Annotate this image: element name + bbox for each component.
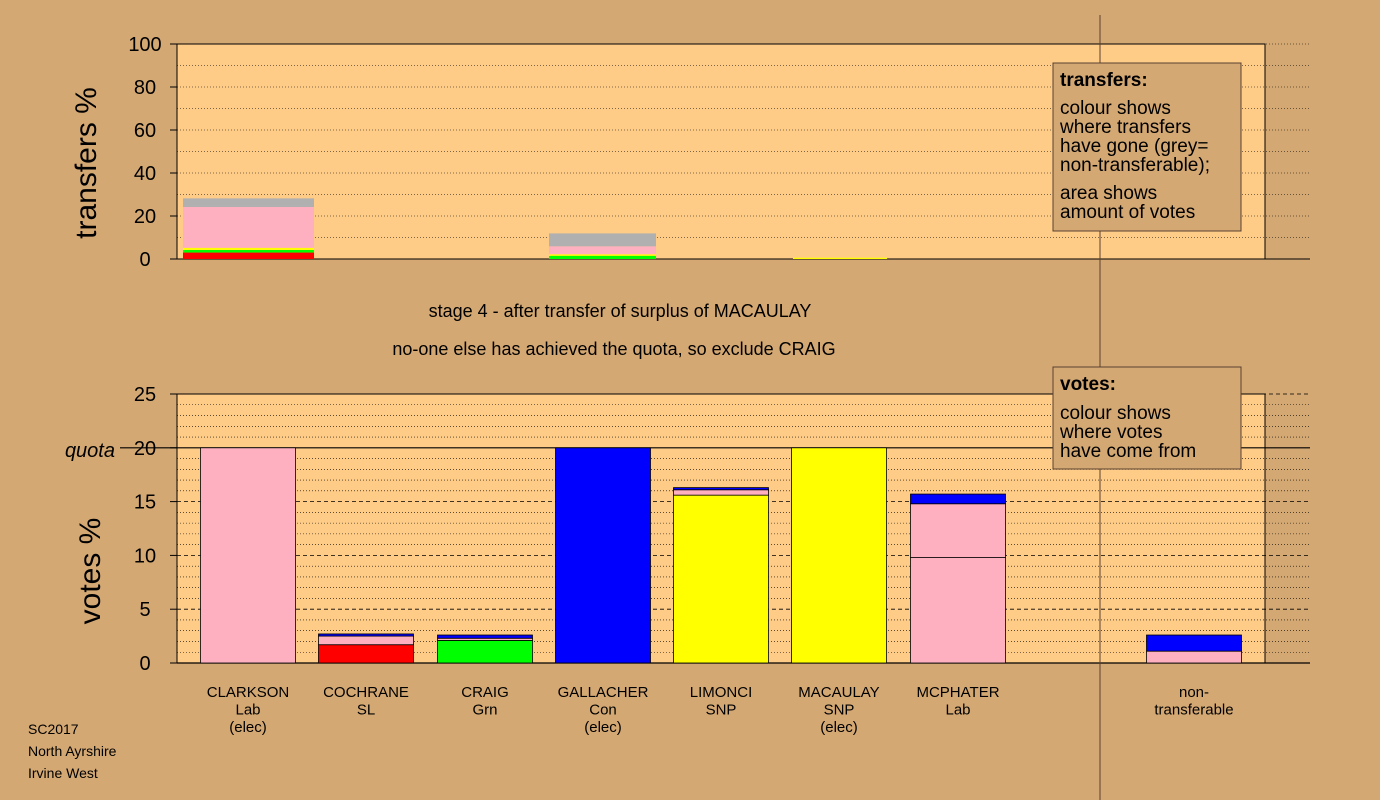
transfer-segment-clarkson — [183, 206, 314, 248]
transfers-legend: transfers: colour shows where transfers … — [1052, 62, 1242, 232]
votes-legend: votes: colour shows where votes have com… — [1052, 366, 1242, 470]
quota-label: quota — [65, 440, 115, 462]
vote-segment-gallacher — [555, 447, 651, 664]
transfers-legend-line: area shows — [1060, 183, 1157, 204]
candidate-label: non- — [1179, 684, 1209, 701]
transfers-y-tick-label: 20 — [134, 206, 156, 228]
vote-segment-cochrane — [318, 635, 414, 646]
transfers-bars — [183, 198, 887, 259]
transfer-segment-macaulay — [793, 257, 887, 259]
vote-segment-non-transferable — [1146, 634, 1242, 652]
vote-segment-craig — [437, 634, 533, 639]
transfer-segment-gallacher — [549, 246, 656, 255]
candidate-label: CLARKSON — [207, 684, 290, 701]
transfers-y-tick-label: 60 — [134, 120, 156, 142]
candidate-label: GALLACHER — [558, 684, 649, 701]
vote-segment-mcphater — [910, 503, 1006, 558]
transfers-gridlines — [177, 43, 1310, 260]
votes-legend-title: votes: — [1060, 374, 1116, 395]
vote-segment-clarkson — [200, 447, 296, 664]
candidate-label: transferable — [1154, 702, 1233, 719]
transfer-segment-gallacher — [549, 255, 656, 259]
transfers-legend-line: have gone (grey= — [1060, 136, 1208, 157]
candidate-label: (elec) — [584, 719, 622, 736]
candidate-label: (elec) — [820, 719, 858, 736]
vote-segment-cochrane — [318, 633, 414, 637]
votes-y-tick-label: 5 — [139, 599, 150, 621]
transfer-segment-gallacher — [549, 233, 656, 247]
transfers-y-axis-label: transfers % — [70, 87, 103, 239]
transfers-legend-line: amount of votes — [1060, 202, 1195, 223]
transfer-segment-clarkson — [183, 247, 314, 250]
candidate-label: MACAULAY — [798, 684, 879, 701]
votes-legend-line: where votes — [1059, 422, 1162, 443]
candidate-label: SL — [357, 702, 375, 719]
election-code: SC2017 — [28, 721, 79, 737]
votes-y-tick-label: 15 — [134, 492, 156, 514]
candidate-labels: CLARKSONLab(elec)COCHRANESLCRAIGGrnGALLA… — [207, 684, 1234, 736]
vote-segment-non-transferable — [1146, 650, 1242, 664]
transfer-segment-clarkson — [183, 198, 314, 207]
vote-segment-limonci — [673, 489, 769, 496]
transfers-legend-line: where transfers — [1059, 117, 1191, 138]
votes-legend-line: have come from — [1060, 441, 1196, 462]
candidate-label: MCPHATER — [916, 684, 999, 701]
vote-segment-macaulay — [791, 447, 887, 664]
vote-segment-mcphater — [910, 557, 1006, 664]
stage-action: no-one else has achieved the quota, so e… — [392, 339, 835, 359]
candidate-label: SNP — [824, 702, 855, 719]
candidate-label: Grn — [472, 702, 497, 719]
transfers-y-tick-label: 100 — [128, 34, 161, 56]
transfers-legend-line: colour shows — [1060, 98, 1171, 119]
votes-y-ticks: 0 5 10 15 20 25 — [134, 384, 177, 675]
council-name: North Ayrshire — [28, 743, 117, 759]
transfer-segment-gallacher — [549, 254, 656, 256]
votes-y-tick-label: 10 — [134, 545, 156, 567]
vote-segment-limonci — [673, 494, 769, 664]
candidate-label: COCHRANE — [323, 684, 409, 701]
candidate-label: Lab — [945, 702, 970, 719]
transfers-legend-title: transfers: — [1060, 70, 1148, 91]
transfer-segment-clarkson — [183, 252, 314, 259]
votes-y-axis-label: votes % — [74, 518, 107, 625]
stage-description: stage 4 - after transfer of surplus of M… — [429, 301, 812, 321]
vote-segment-cochrane — [318, 644, 414, 664]
transfers-legend-line: non-transferable); — [1060, 155, 1210, 176]
vote-segment-mcphater — [910, 493, 1006, 505]
votes-y-tick-label: 25 — [134, 384, 156, 406]
candidate-label: (elec) — [229, 719, 267, 736]
candidate-label: Lab — [235, 702, 260, 719]
candidate-label: SNP — [706, 702, 737, 719]
votes-y-tick-label: 20 — [134, 438, 156, 460]
votes-bars — [200, 447, 1242, 664]
votes-legend-line: colour shows — [1060, 403, 1171, 424]
transfers-y-tick-label: 80 — [134, 77, 156, 99]
candidate-label: CRAIG — [461, 684, 509, 701]
transfers-y-tick-label: 40 — [134, 163, 156, 185]
transfer-segment-clarkson — [183, 249, 314, 253]
candidate-label: Con — [589, 702, 617, 719]
ward-name: Irvine West — [28, 765, 98, 781]
vote-segment-limonci — [673, 487, 769, 491]
vote-segment-craig — [437, 640, 533, 664]
votes-y-tick-label: 0 — [139, 653, 150, 675]
transfers-y-ticks: 0 20 40 60 80 100 — [128, 34, 177, 271]
transfers-y-tick-label: 0 — [139, 249, 150, 271]
candidate-label: LIMONCI — [690, 684, 753, 701]
